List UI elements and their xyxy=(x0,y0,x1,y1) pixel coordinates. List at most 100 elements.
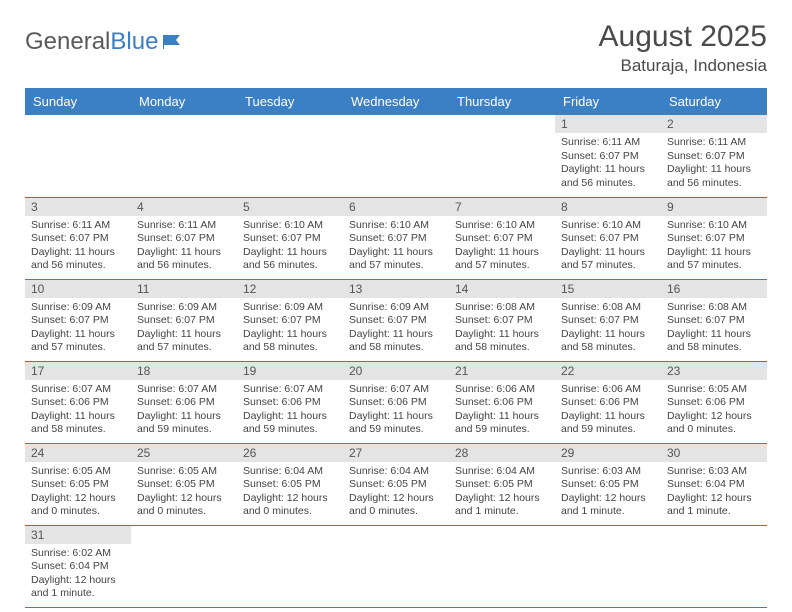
calendar-cell xyxy=(449,525,555,607)
day-number: 22 xyxy=(555,362,661,380)
sunset-text: Sunset: 6:06 PM xyxy=(667,396,761,410)
calendar-cell: 2Sunrise: 6:11 AMSunset: 6:07 PMDaylight… xyxy=(661,115,767,197)
logo-text-1: General xyxy=(25,28,110,56)
day-number: 31 xyxy=(25,526,131,544)
daylight-text: Daylight: 11 hours and 56 minutes. xyxy=(561,163,655,190)
calendar-cell xyxy=(343,525,449,607)
day-number: 30 xyxy=(661,444,767,462)
sunset-text: Sunset: 6:06 PM xyxy=(349,396,443,410)
day-number: 27 xyxy=(343,444,449,462)
daylight-text: Daylight: 12 hours and 0 minutes. xyxy=(667,410,761,437)
sunset-text: Sunset: 6:07 PM xyxy=(455,232,549,246)
sunrise-text: Sunrise: 6:08 AM xyxy=(667,301,761,315)
sunrise-text: Sunrise: 6:10 AM xyxy=(349,219,443,233)
daylight-text: Daylight: 11 hours and 56 minutes. xyxy=(243,246,337,273)
daylight-text: Daylight: 11 hours and 57 minutes. xyxy=(455,246,549,273)
cell-details: Sunrise: 6:09 AMSunset: 6:07 PMDaylight:… xyxy=(343,298,449,360)
title-block: August 2025 Baturaja, Indonesia xyxy=(599,20,767,76)
day-number: 9 xyxy=(661,198,767,216)
cell-details: Sunrise: 6:08 AMSunset: 6:07 PMDaylight:… xyxy=(449,298,555,360)
calendar-cell: 29Sunrise: 6:03 AMSunset: 6:05 PMDayligh… xyxy=(555,443,661,525)
day-number: 14 xyxy=(449,280,555,298)
calendar-cell: 22Sunrise: 6:06 AMSunset: 6:06 PMDayligh… xyxy=(555,361,661,443)
calendar-cell xyxy=(237,115,343,197)
sunset-text: Sunset: 6:06 PM xyxy=(31,396,125,410)
sunrise-text: Sunrise: 6:08 AM xyxy=(561,301,655,315)
calendar-cell xyxy=(25,115,131,197)
calendar-cell: 4Sunrise: 6:11 AMSunset: 6:07 PMDaylight… xyxy=(131,197,237,279)
calendar-cell: 19Sunrise: 6:07 AMSunset: 6:06 PMDayligh… xyxy=(237,361,343,443)
cell-details: Sunrise: 6:09 AMSunset: 6:07 PMDaylight:… xyxy=(25,298,131,360)
daylight-text: Daylight: 12 hours and 0 minutes. xyxy=(137,492,231,519)
calendar-cell: 30Sunrise: 6:03 AMSunset: 6:04 PMDayligh… xyxy=(661,443,767,525)
cell-details: Sunrise: 6:09 AMSunset: 6:07 PMDaylight:… xyxy=(237,298,343,360)
cell-details: Sunrise: 6:05 AMSunset: 6:05 PMDaylight:… xyxy=(25,462,131,524)
day-number: 2 xyxy=(661,115,767,133)
cell-details: Sunrise: 6:02 AMSunset: 6:04 PMDaylight:… xyxy=(25,544,131,606)
calendar-cell: 6 Sunrise: 6:10 AMSunset: 6:07 PMDaylight… xyxy=(343,197,449,279)
day-header: Saturday xyxy=(661,88,767,115)
calendar-cell: 11Sunrise: 6:09 AMSunset: 6:07 PMDayligh… xyxy=(131,279,237,361)
logo-text-2: Blue xyxy=(110,28,158,56)
logo-flag-icon xyxy=(162,33,184,51)
calendar-cell: 27Sunrise: 6:04 AMSunset: 6:05 PMDayligh… xyxy=(343,443,449,525)
cell-details: Sunrise: 6:09 AMSunset: 6:07 PMDaylight:… xyxy=(131,298,237,360)
calendar-cell: 24Sunrise: 6:05 AMSunset: 6:05 PMDayligh… xyxy=(25,443,131,525)
header: GeneralBlue August 2025 Baturaja, Indone… xyxy=(25,20,767,76)
cell-details: Sunrise: 6:07 AMSunset: 6:06 PMDaylight:… xyxy=(25,380,131,442)
day-number: 20 xyxy=(343,362,449,380)
calendar-cell: 8Sunrise: 6:10 AMSunset: 6:07 PMDaylight… xyxy=(555,197,661,279)
day-number: 29 xyxy=(555,444,661,462)
day-number: 13 xyxy=(343,280,449,298)
day-number: 5 xyxy=(237,198,343,216)
calendar-cell: 7 Sunrise: 6:10 AMSunset: 6:07 PMDaylight… xyxy=(449,197,555,279)
day-number: 24 xyxy=(25,444,131,462)
cell-details: Sunrise: 6:04 AMSunset: 6:05 PMDaylight:… xyxy=(449,462,555,524)
sunset-text: Sunset: 6:05 PM xyxy=(561,478,655,492)
sunrise-text: Sunrise: 6:09 AM xyxy=(31,301,125,315)
day-header: Wednesday xyxy=(343,88,449,115)
cell-details: Sunrise: 6:11 AMSunset: 6:07 PMDaylight:… xyxy=(131,216,237,278)
cell-details: Sunrise: 6:10 AMSunset: 6:07 PMDaylight:… xyxy=(555,216,661,278)
day-number: 15 xyxy=(555,280,661,298)
calendar-cell xyxy=(343,115,449,197)
day-number: 6 xyxy=(343,198,449,216)
daylight-text: Daylight: 11 hours and 59 minutes. xyxy=(243,410,337,437)
sunset-text: Sunset: 6:07 PM xyxy=(561,314,655,328)
calendar-cell: 14Sunrise: 6:08 AMSunset: 6:07 PMDayligh… xyxy=(449,279,555,361)
calendar-cell: 15 Sunrise: 6:08 AMSunset: 6:07 PMDayligh… xyxy=(555,279,661,361)
cell-details: Sunrise: 6:07 AMSunset: 6:06 PMDaylight:… xyxy=(131,380,237,442)
calendar-week-row: 10Sunrise: 6:09 AMSunset: 6:07 PMDayligh… xyxy=(25,279,767,361)
daylight-text: Daylight: 12 hours and 1 minute. xyxy=(455,492,549,519)
day-header: Monday xyxy=(131,88,237,115)
calendar-cell: 26Sunrise: 6:04 AMSunset: 6:05 PMDayligh… xyxy=(237,443,343,525)
calendar-week-row: 3Sunrise: 6:11 AMSunset: 6:07 PMDaylight… xyxy=(25,197,767,279)
sunrise-text: Sunrise: 6:04 AM xyxy=(243,465,337,479)
calendar-cell xyxy=(661,525,767,607)
cell-details: Sunrise: 6:10 AMSunset: 6:07 PMDaylight:… xyxy=(237,216,343,278)
day-header-row: SundayMondayTuesdayWednesdayThursdayFrid… xyxy=(25,88,767,115)
calendar-cell xyxy=(131,115,237,197)
cell-details: Sunrise: 6:11 AMSunset: 6:07 PMDaylight:… xyxy=(555,133,661,195)
calendar-cell xyxy=(131,525,237,607)
sunset-text: Sunset: 6:05 PM xyxy=(349,478,443,492)
cell-details: Sunrise: 6:07 AMSunset: 6:06 PMDaylight:… xyxy=(343,380,449,442)
daylight-text: Daylight: 11 hours and 58 minutes. xyxy=(561,328,655,355)
day-number: 10 xyxy=(25,280,131,298)
daylight-text: Daylight: 11 hours and 57 minutes. xyxy=(349,246,443,273)
day-header: Tuesday xyxy=(237,88,343,115)
sunrise-text: Sunrise: 6:05 AM xyxy=(137,465,231,479)
sunrise-text: Sunrise: 6:10 AM xyxy=(455,219,549,233)
sunrise-text: Sunrise: 6:07 AM xyxy=(349,383,443,397)
sunset-text: Sunset: 6:05 PM xyxy=(455,478,549,492)
month-title: August 2025 xyxy=(599,20,767,54)
daylight-text: Daylight: 12 hours and 0 minutes. xyxy=(31,492,125,519)
sunrise-text: Sunrise: 6:10 AM xyxy=(561,219,655,233)
sunset-text: Sunset: 6:06 PM xyxy=(455,396,549,410)
cell-details: Sunrise: 6:03 AMSunset: 6:05 PMDaylight:… xyxy=(555,462,661,524)
sunrise-text: Sunrise: 6:02 AM xyxy=(31,547,125,561)
day-number: 7 xyxy=(449,198,555,216)
sunrise-text: Sunrise: 6:11 AM xyxy=(561,136,655,150)
daylight-text: Daylight: 11 hours and 56 minutes. xyxy=(137,246,231,273)
sunset-text: Sunset: 6:07 PM xyxy=(349,232,443,246)
